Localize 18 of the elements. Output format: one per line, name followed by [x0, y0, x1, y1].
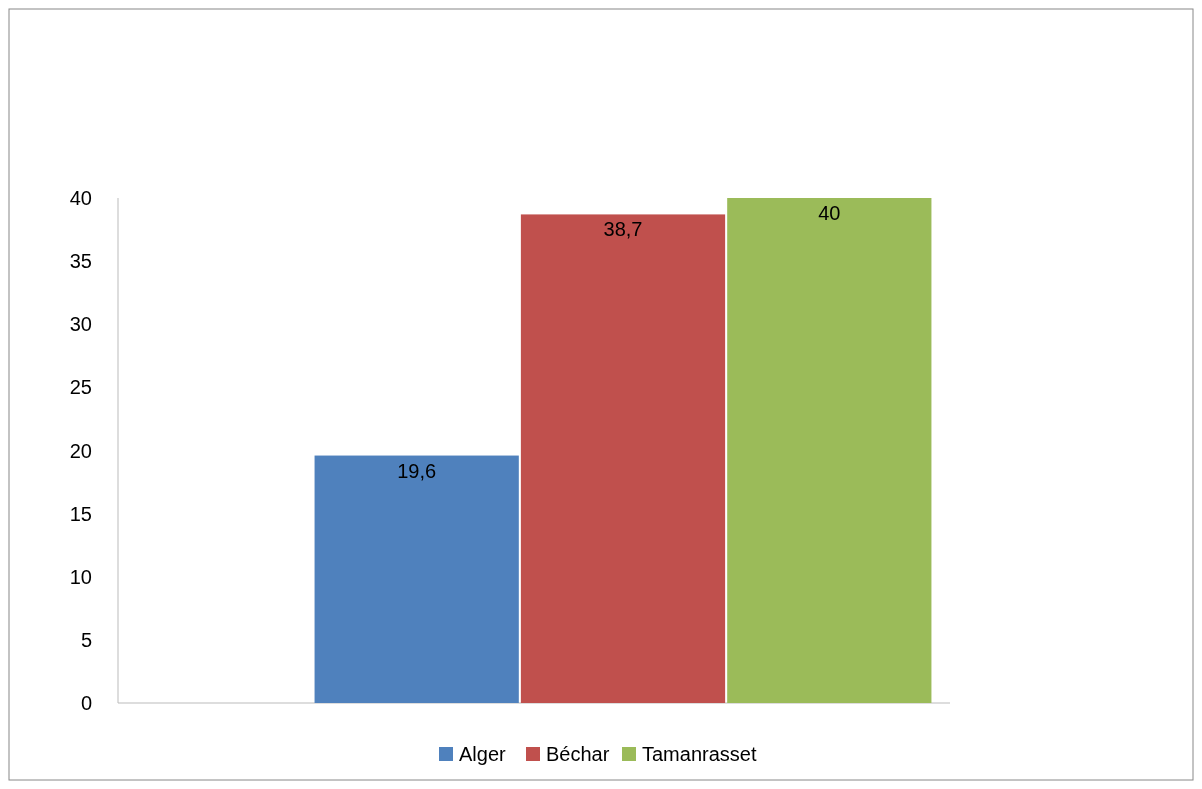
data-label: 38,7 [603, 218, 643, 241]
legend-label: Alger [459, 743, 507, 765]
y-tick-label: 35 [69, 250, 92, 273]
bar [727, 198, 932, 703]
legend-label: Tamanrasset [642, 743, 757, 765]
y-tick-label: 40 [69, 187, 92, 209]
y-tick-label: 25 [69, 376, 92, 399]
bar [520, 214, 726, 703]
y-tick-label: 30 [69, 313, 92, 336]
y-tick-label: 20 [69, 439, 92, 462]
bar [314, 455, 519, 703]
y-tick-label: 5 [80, 628, 92, 651]
y-tick-label: 15 [69, 502, 92, 525]
data-label: 19,6 [397, 459, 437, 482]
y-tick-label: 0 [80, 692, 92, 714]
y-tick-label: 10 [69, 565, 92, 588]
legend-label: Béchar [546, 743, 610, 765]
data-label: 40 [818, 202, 841, 224]
